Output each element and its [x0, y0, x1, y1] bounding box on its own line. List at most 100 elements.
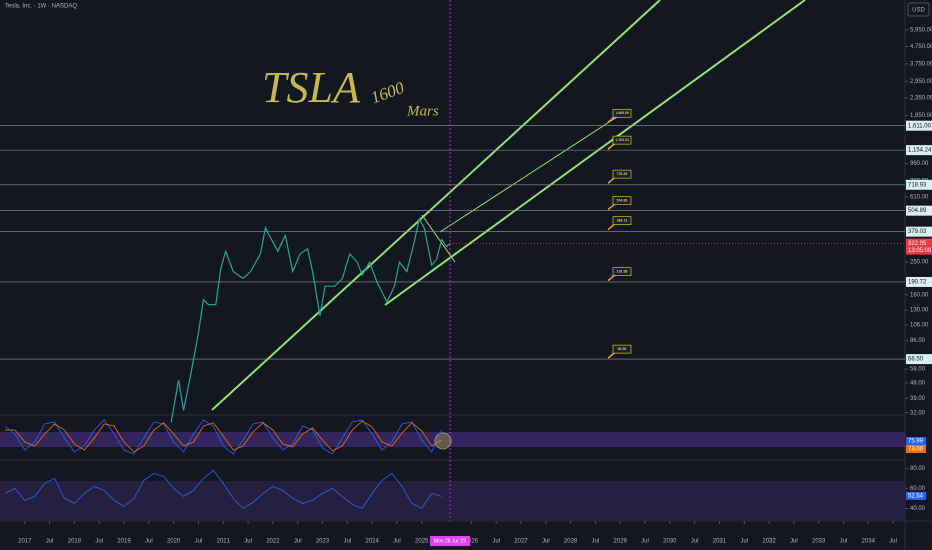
y-tick-label: 2,950.00 [910, 79, 932, 85]
x-tick-label: 2034 [862, 539, 876, 545]
x-tick-label: Jul [343, 539, 351, 545]
x-tick-label: 2020 [167, 539, 181, 545]
level-label: 1,154.24 [908, 148, 932, 154]
x-tick-label: 2024 [365, 539, 379, 545]
currency[interactable]: USD [912, 8, 925, 14]
x-tick-label: 2019 [117, 539, 131, 545]
x-tick-label: 2026 [465, 539, 479, 545]
y-tick-label: 610.00 [910, 194, 929, 200]
x-tick-label: Jul [641, 539, 649, 545]
x-tick-label: 2018 [68, 539, 82, 545]
y-tick-label: 48.00 [910, 381, 926, 387]
y-tick-label: 160.00 [910, 292, 929, 298]
callout-label: 66.50 [618, 347, 627, 351]
handwriting: Mars [406, 103, 439, 119]
level-label-bg [906, 120, 932, 131]
level-label-bg [906, 179, 932, 190]
callout-label: 1,154.24 [615, 138, 629, 142]
x-tick-label: 2023 [316, 539, 330, 545]
level-label-bg [906, 226, 932, 237]
callout-label: 384.13 [617, 219, 628, 223]
rsi-line [4, 469, 442, 509]
x-tick-label: 2017 [18, 539, 32, 545]
rsi-band [0, 481, 905, 520]
highlight-circle [434, 432, 452, 450]
callout-pointer [607, 352, 615, 359]
x-tick-label: 2029 [614, 539, 628, 545]
callout-label: 1,665.59 [615, 111, 629, 115]
stoch-last-bg [906, 445, 926, 453]
x-tick-label: 2021 [217, 539, 231, 545]
x-tick-label: Jul [889, 539, 897, 545]
callout-pointer [607, 224, 615, 231]
callout-pointer [607, 204, 615, 211]
x-tick-label: Jul [592, 539, 600, 545]
callout-pointer [607, 275, 615, 282]
cursor-label-bg [430, 536, 471, 546]
x-tick-label: Jul [691, 539, 699, 545]
y-tick-label: 58.00 [910, 367, 926, 373]
y-tick-label: 4,750.00 [910, 44, 932, 50]
cursor-label: Mon 28 Jul '25 [434, 538, 467, 544]
level-label: 504.89 [908, 208, 927, 214]
x-tick-label: Jul [740, 539, 748, 545]
stoch-last: 75.99 [908, 439, 924, 445]
level-label-bg [906, 205, 932, 216]
y-tick-label: 960.00 [910, 161, 929, 167]
y-tick-label: 39.00 [910, 396, 926, 402]
price-line [170, 217, 451, 423]
stoch-last: 73.06 [908, 447, 924, 453]
y-tick-label: 106.00 [910, 323, 929, 329]
callout-label: 504.89 [617, 199, 628, 203]
x-tick-label: 2022 [266, 539, 280, 545]
y-tick-label: 2,350.00 [910, 96, 932, 102]
y-tick-label: 86.00 [910, 338, 926, 344]
y-tick-label: 1,850.00 [910, 113, 932, 119]
callout-box [612, 108, 632, 118]
trend-line [439, 114, 621, 233]
callout-label: 725.26 [617, 172, 628, 176]
x-tick-label: Jul [492, 539, 500, 545]
x-tick-label: 2028 [564, 539, 578, 545]
callout-box [612, 216, 632, 225]
stoch-line [4, 420, 442, 453]
x-tick-label: Jul [393, 539, 401, 545]
rsi-last-bg [906, 491, 926, 500]
callout-box [612, 135, 632, 145]
callout-pointer [607, 177, 615, 184]
x-tick-label: Jul [46, 539, 54, 545]
currency-button[interactable] [907, 2, 930, 17]
level-label: 379.03 [908, 229, 927, 235]
x-tick-label: 2031 [713, 539, 727, 545]
x-tick-label: Jul [145, 539, 153, 545]
level-label: 190.72 [908, 280, 927, 286]
x-tick-label: Jul [542, 539, 550, 545]
x-tick-label: Jul [294, 539, 302, 545]
countdown: 13:05:09 [908, 248, 932, 254]
y-tick-label: 3,750.00 [910, 61, 932, 67]
trend-line [421, 214, 456, 263]
callout-box [612, 169, 632, 179]
callout-label: 191.38 [617, 270, 628, 274]
stoch-last-bg [906, 437, 926, 445]
y-tick-label: 250.00 [910, 260, 929, 266]
x-tick-label: Jul [195, 539, 203, 545]
level-label: 66.50 [908, 357, 924, 363]
y-tick-label: 5,950.00 [910, 28, 932, 34]
callout-pointer [607, 143, 615, 150]
x-tick-label: 2025 [415, 539, 429, 545]
stoch-band [0, 432, 905, 447]
rsi-tick-label: 60.00 [910, 486, 926, 492]
callout-box [612, 196, 632, 205]
x-tick-label: Jul [95, 539, 103, 545]
stoch-line [4, 419, 442, 455]
x-tick-label: 2033 [812, 539, 826, 545]
trend-line [211, 0, 661, 411]
callout-box [612, 267, 632, 277]
y-tick-label: 130.00 [910, 308, 929, 314]
callout-pointer [607, 116, 615, 123]
current-price-bg [906, 238, 932, 255]
level-label-bg [906, 145, 932, 156]
